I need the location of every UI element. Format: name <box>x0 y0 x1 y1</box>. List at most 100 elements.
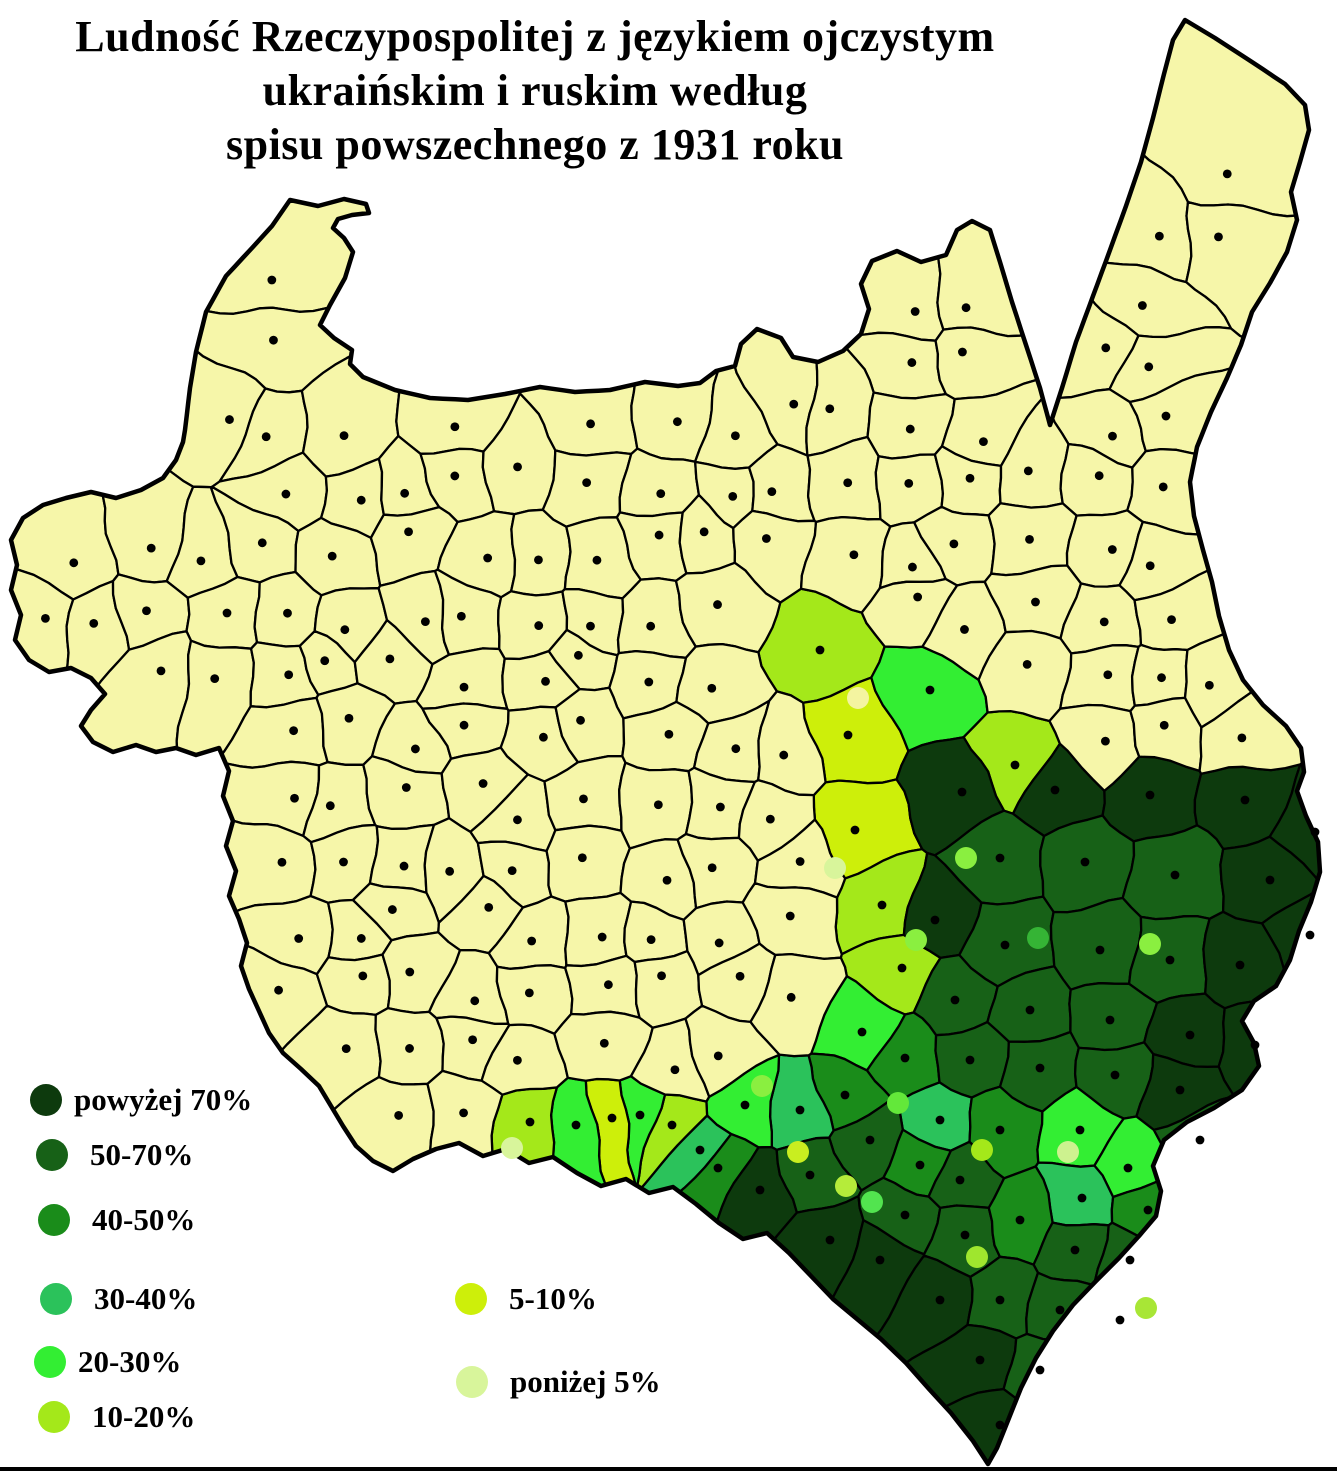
county-cell <box>684 1004 781 1098</box>
county-seat-dot <box>979 437 988 447</box>
county-seat-dot <box>995 1295 1005 1305</box>
county-seat-dot <box>735 971 745 981</box>
city-marker <box>501 1137 523 1159</box>
county-cell <box>1049 896 1143 991</box>
county-seat-dot <box>1110 1070 1120 1080</box>
legend-item-5-10: 5-10% <box>455 1281 597 1317</box>
legend-item-30-40: 30-40% <box>40 1281 197 1317</box>
county-seat-dot <box>607 1113 617 1123</box>
county-seat-dot <box>579 794 588 804</box>
county-seat-dot <box>484 902 494 912</box>
county-seat-dot <box>1095 945 1105 955</box>
county-seat-dot <box>459 1108 468 1118</box>
county-seat-dot <box>904 478 914 488</box>
county-seat-dot <box>356 934 366 943</box>
county-cell <box>389 162 525 455</box>
county-seat-dot <box>385 654 395 664</box>
county-seat-dot <box>1103 670 1113 680</box>
county-seat-dot <box>400 488 410 498</box>
legend-item-10-20: 10-20% <box>38 1399 195 1435</box>
county-seat-dot <box>995 853 1005 863</box>
county-seat-dot <box>714 938 724 948</box>
county-seat-dot <box>925 685 935 695</box>
county-seat-dot <box>513 462 522 472</box>
city-marker <box>751 1075 773 1097</box>
county-seat-dot <box>405 967 415 977</box>
county-seat-dot <box>456 611 466 621</box>
county-seat-dot <box>261 432 271 442</box>
county-seat-dot <box>965 473 975 483</box>
county-seat-dot <box>320 656 330 666</box>
county-seat-dot <box>1305 930 1315 940</box>
county-seat-dot <box>1055 1305 1065 1315</box>
county-seat-dot <box>274 985 283 995</box>
county-seat-dot <box>340 625 350 635</box>
county-seat-dot <box>339 431 349 441</box>
legend-swatch-30-40-icon <box>40 1283 72 1315</box>
county-seat-dot <box>1077 1193 1087 1203</box>
county-seat-dot <box>41 613 50 623</box>
county-seat-dot <box>900 1053 910 1063</box>
city-marker <box>966 1246 988 1268</box>
county-seat-dot <box>713 600 722 609</box>
county-seat-dot <box>713 1051 723 1061</box>
county-cell <box>11 244 120 601</box>
legend-swatch-10-20-icon <box>38 1401 70 1433</box>
county-cell <box>1093 1221 1320 1335</box>
county-seat-dot <box>507 866 517 876</box>
county-seat-dot <box>815 645 825 655</box>
county-seat-dot <box>534 555 543 565</box>
legend-label-30-40: 30-40% <box>94 1281 198 1316</box>
county-seat-dot <box>654 530 664 540</box>
county-seat-dot <box>908 562 917 572</box>
county-seat-dot <box>930 915 940 925</box>
county-seat-dot <box>1075 1125 1085 1135</box>
county-seat-dot <box>404 527 413 537</box>
county-seat-dot <box>910 307 920 316</box>
legend-item-below-5: poniżej 5% <box>456 1364 661 1400</box>
county-seat-dot <box>394 1111 404 1120</box>
county-seat-dot <box>269 335 278 345</box>
legend-item-40-50: 40-50% <box>38 1202 195 1238</box>
county-seat-dot <box>356 495 366 505</box>
county-seat-dot <box>755 1185 765 1195</box>
county-seat-dot <box>1310 827 1320 837</box>
county-seat-dot <box>950 995 960 1005</box>
county-seat-dot <box>877 900 887 910</box>
legend-label-50-70: 50-70% <box>90 1137 194 1172</box>
county-seat-dot <box>657 971 666 981</box>
county-seat-dot <box>905 424 915 434</box>
city-marker <box>824 857 846 879</box>
county-seat-dot <box>646 935 656 945</box>
county-cell <box>1080 1282 1320 1464</box>
county-seat-dot <box>1145 790 1155 800</box>
county-seat-dot <box>1094 471 1104 481</box>
county-seat-dot <box>281 489 291 499</box>
county-cell <box>564 954 641 1019</box>
county-seat-dot <box>339 857 348 867</box>
legend-swatch-5-10-icon <box>455 1283 487 1315</box>
county-seat-dot <box>805 1170 815 1180</box>
county-seat-dot <box>294 934 304 943</box>
legend-swatch-above-70-icon <box>30 1084 62 1116</box>
county-seat-dot <box>1170 870 1180 880</box>
county-seat-dot <box>913 592 923 602</box>
city-marker <box>1139 933 1161 955</box>
county-seat-dot <box>1031 597 1040 607</box>
legend-label-5-10: 5-10% <box>509 1281 597 1316</box>
county-seat-dot <box>459 682 469 692</box>
city-marker <box>955 847 977 869</box>
county-seat-dot <box>897 963 907 973</box>
county-seat-dot <box>672 417 682 427</box>
county-seat-dot <box>586 419 595 429</box>
city-marker <box>905 929 927 951</box>
county-seat-dot <box>571 1120 581 1130</box>
county-seat-dot <box>995 1125 1005 1135</box>
county-cell <box>544 1194 865 1464</box>
county-seat-dot <box>795 857 805 866</box>
county-seat-dot <box>1222 169 1232 179</box>
county-seat-dot <box>468 1035 478 1045</box>
county-seat-dot <box>603 980 613 990</box>
county-seat-dot <box>1107 545 1117 554</box>
